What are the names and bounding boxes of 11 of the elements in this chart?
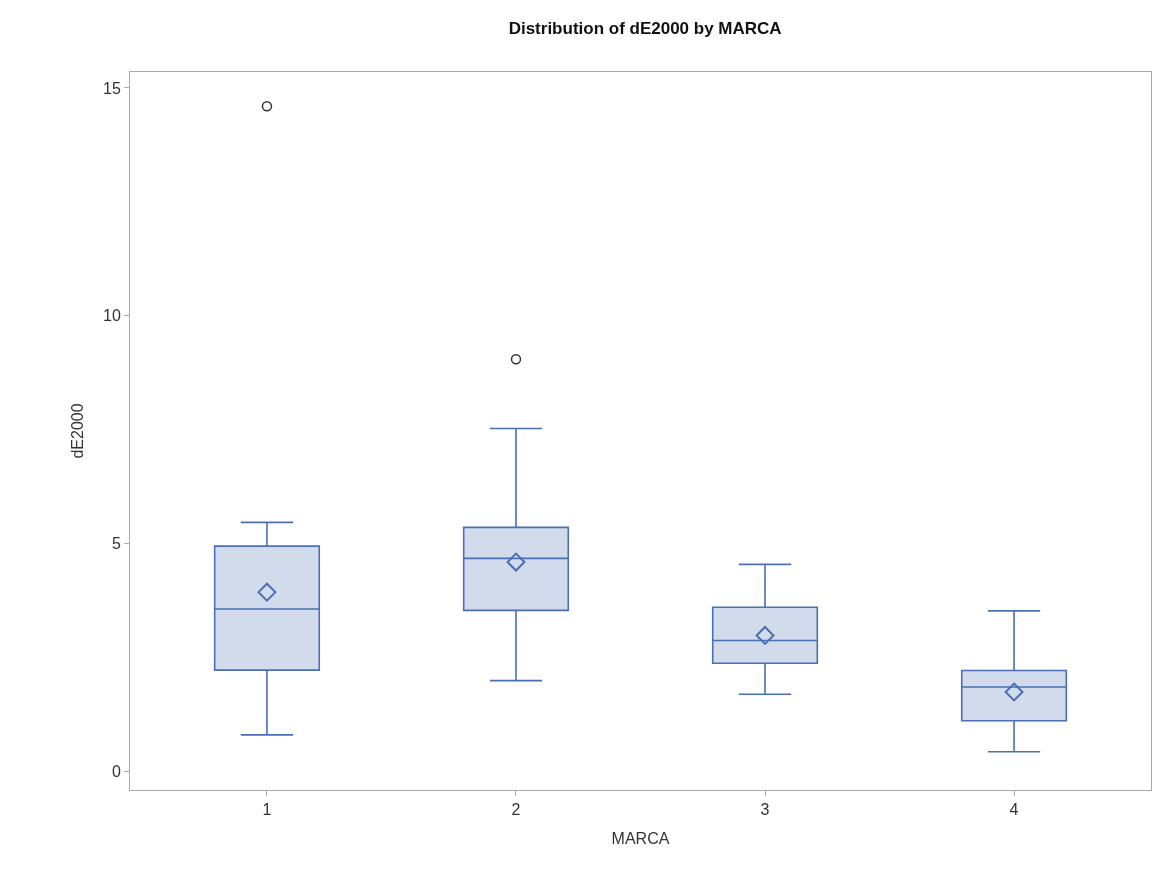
y-axis-title: dE2000 <box>68 403 86 459</box>
y-tick-label: 10 <box>103 307 121 325</box>
y-tick-label: 15 <box>103 79 121 97</box>
x-tick-label: 2 <box>511 801 521 819</box>
y-tick-label: 0 <box>111 763 121 781</box>
chart-title: Distribution of dE2000 by MARCA <box>508 19 782 39</box>
x-tick-label: 4 <box>1009 801 1019 819</box>
y-tick-label: 5 <box>111 535 121 553</box>
x-tick-label: 1 <box>262 801 272 819</box>
x-axis-title: MARCA <box>611 829 670 847</box>
x-tick-label: 3 <box>760 801 770 819</box>
